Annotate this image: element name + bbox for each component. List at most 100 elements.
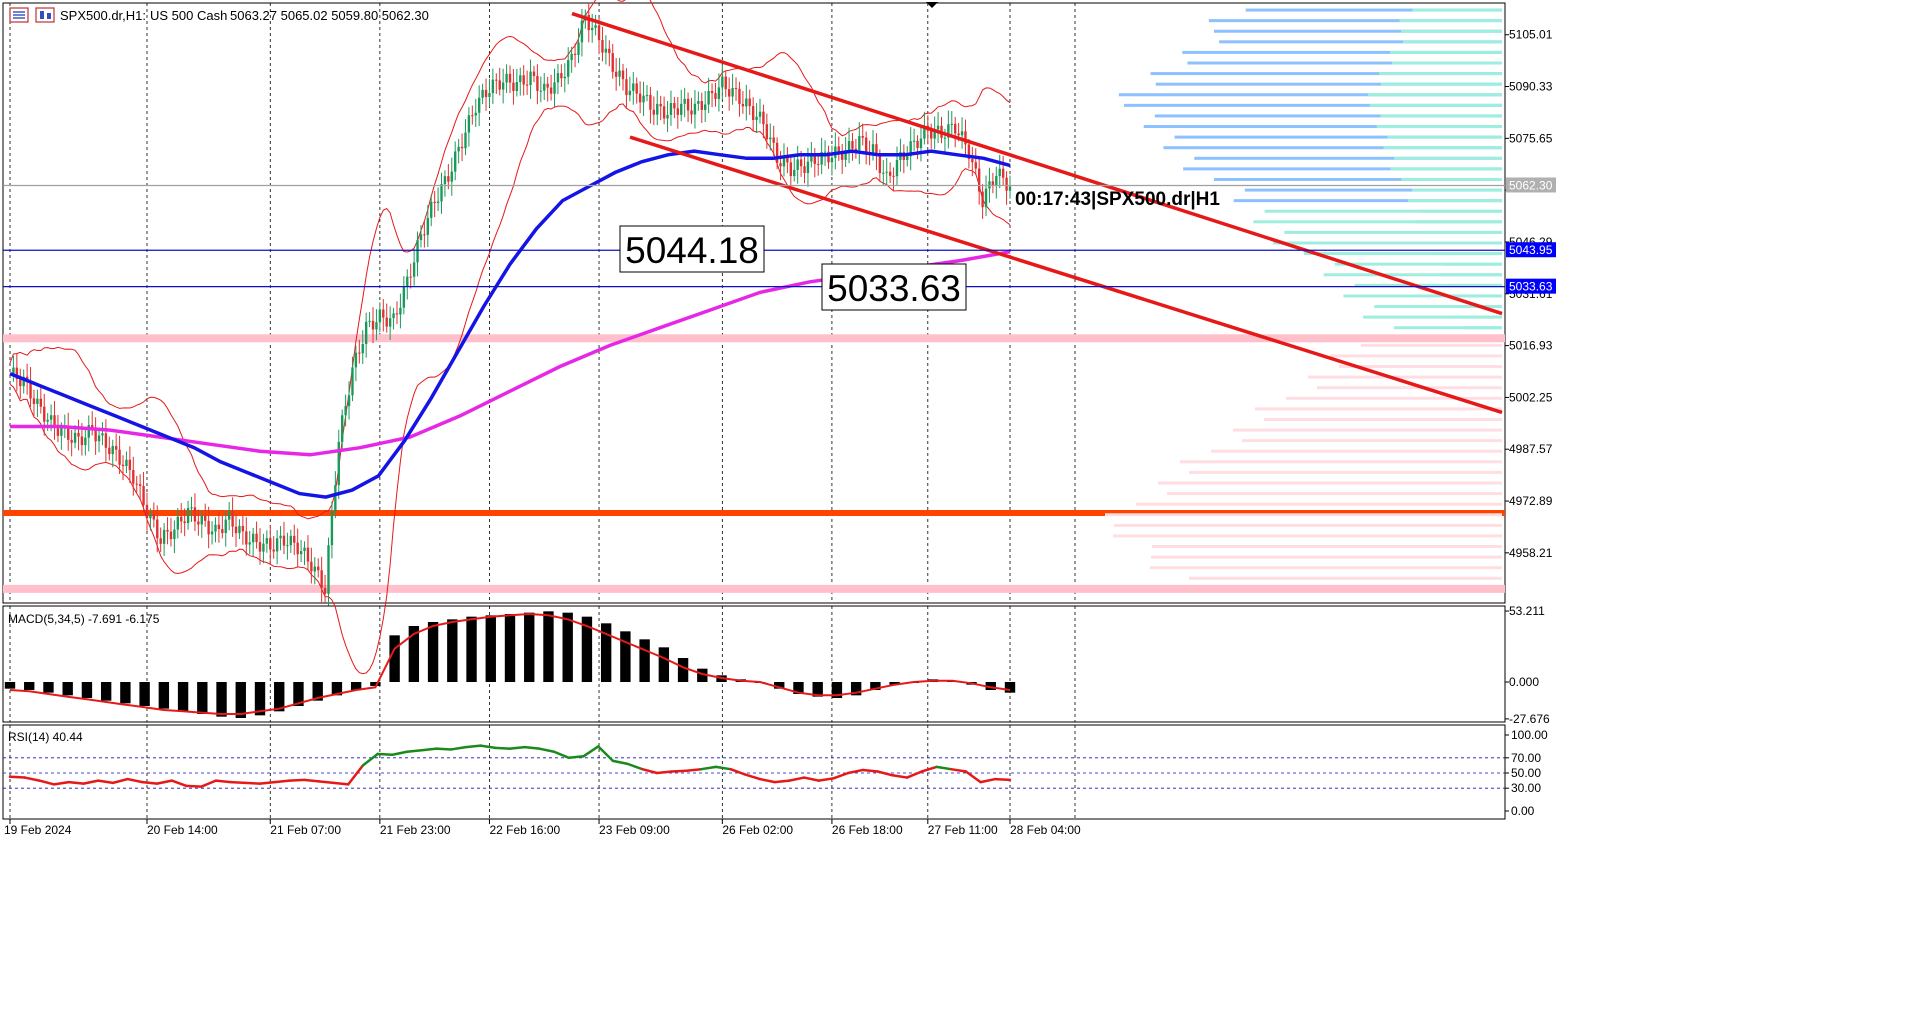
candle-body — [145, 504, 149, 519]
profile-bar — [1264, 209, 1502, 213]
macd-histogram-bar — [100, 682, 112, 701]
candle-body — [837, 146, 840, 152]
candle-body — [981, 191, 984, 208]
macd-histogram-bar — [350, 682, 362, 690]
rsi-line-segment — [229, 780, 247, 785]
candle-body — [382, 309, 385, 318]
profile-bar-value — [1380, 82, 1502, 86]
rsi-line-segment — [346, 764, 365, 786]
profile-bar — [1363, 315, 1502, 319]
candle-body — [775, 142, 779, 164]
candle-body — [388, 318, 392, 327]
macd-histogram-bar — [235, 682, 246, 718]
profile-bar-value — [1394, 156, 1502, 160]
rsi-line-segment — [111, 777, 129, 785]
candle-body — [536, 75, 539, 91]
profile-bar — [1244, 188, 1502, 192]
candle-body — [546, 83, 549, 88]
candle-body — [121, 464, 125, 467]
profile-bar-value — [1432, 252, 1502, 256]
candle-body — [347, 395, 351, 407]
candle-body — [406, 276, 409, 287]
rsi-line-segment — [317, 780, 335, 785]
price-badge-label: 5033.63 — [1509, 280, 1553, 294]
candle-body — [217, 524, 221, 530]
candle-body — [844, 150, 847, 160]
rsi-line-segment — [964, 770, 982, 784]
profile-bar — [1143, 125, 1502, 129]
candle-body — [262, 543, 265, 552]
macd-histogram-bar — [81, 682, 93, 698]
candles — [12, 2, 1012, 606]
candle-body — [296, 542, 299, 555]
header-ohlc: 5063.27 5065.02 5059.80 5062.30 — [230, 8, 429, 23]
macd-histogram-bar — [600, 623, 612, 682]
macd-histogram-bar — [870, 682, 881, 690]
rsi-line-segment — [891, 774, 909, 779]
candle-body — [912, 140, 916, 142]
profile-bar-value — [1412, 8, 1502, 12]
macd-histogram-bar — [4, 682, 16, 689]
volume-profile — [1105, 8, 1502, 580]
candle-body — [594, 25, 597, 28]
price-y-tick-label: 5075.65 — [1509, 131, 1553, 145]
candle-body — [460, 146, 464, 149]
candle-body — [793, 169, 796, 177]
candle-body — [943, 137, 947, 139]
x-tick-label: 27 Feb 11:00 — [928, 823, 998, 837]
profile-bar-value — [1453, 315, 1502, 319]
candle-body — [22, 376, 25, 387]
macd-histogram-bar — [793, 682, 804, 694]
candle-body — [919, 138, 923, 149]
candle-body — [888, 171, 892, 176]
candle-body — [156, 519, 159, 539]
macd-histogram-bar — [697, 668, 708, 682]
price-zones — [3, 334, 1505, 593]
profile-bar — [1374, 305, 1502, 309]
macd-histogram-bar — [620, 631, 631, 682]
candle-body — [450, 171, 453, 182]
chart-type-icon[interactable] — [35, 7, 55, 23]
candle-body — [32, 398, 36, 404]
candle-body — [779, 163, 782, 167]
candle-body — [580, 20, 584, 43]
rsi-line-segment — [185, 784, 203, 788]
candle-body — [412, 262, 416, 277]
rsi-y-tick-label: 50.00 — [1511, 766, 1541, 780]
profile-bar — [1323, 273, 1502, 277]
rsi-line-segment — [758, 777, 776, 784]
candle-body — [279, 535, 282, 539]
macd-histogram-bar — [850, 682, 862, 696]
candle-body — [193, 507, 197, 522]
macd-y-tick-label: 0.000 — [1509, 675, 1539, 689]
rsi-line-segment — [744, 773, 762, 781]
price-badges: 5062.30 5043.95 5033.63 — [1506, 177, 1556, 294]
macd-histogram-bar — [312, 682, 323, 701]
candle-body — [173, 529, 176, 540]
candle-body — [67, 426, 70, 440]
rsi-line-segment — [273, 779, 291, 784]
profile-bar-value — [1390, 167, 1502, 171]
candle-body — [258, 542, 262, 552]
x-tick-label: 21 Feb 23:00 — [380, 823, 451, 837]
candle-body — [101, 433, 104, 436]
profile-bar-value — [1379, 72, 1502, 76]
time-marker-icon — [926, 2, 938, 8]
profile-bar — [1118, 93, 1502, 97]
candle-body — [53, 415, 56, 427]
candle-body — [169, 531, 173, 540]
candle-body — [625, 79, 628, 96]
rsi-line-segment — [23, 776, 41, 782]
candle-body — [299, 551, 303, 555]
profile-bar-value — [1415, 220, 1502, 224]
candle-body — [340, 415, 344, 442]
rsi-line-segment — [494, 746, 512, 750]
profile-bar — [1174, 135, 1502, 139]
candle-body — [419, 234, 423, 241]
menu-icon[interactable] — [9, 7, 29, 23]
candle-body — [895, 160, 899, 177]
candle-body — [560, 73, 563, 79]
rsi-line-segment — [155, 779, 174, 785]
